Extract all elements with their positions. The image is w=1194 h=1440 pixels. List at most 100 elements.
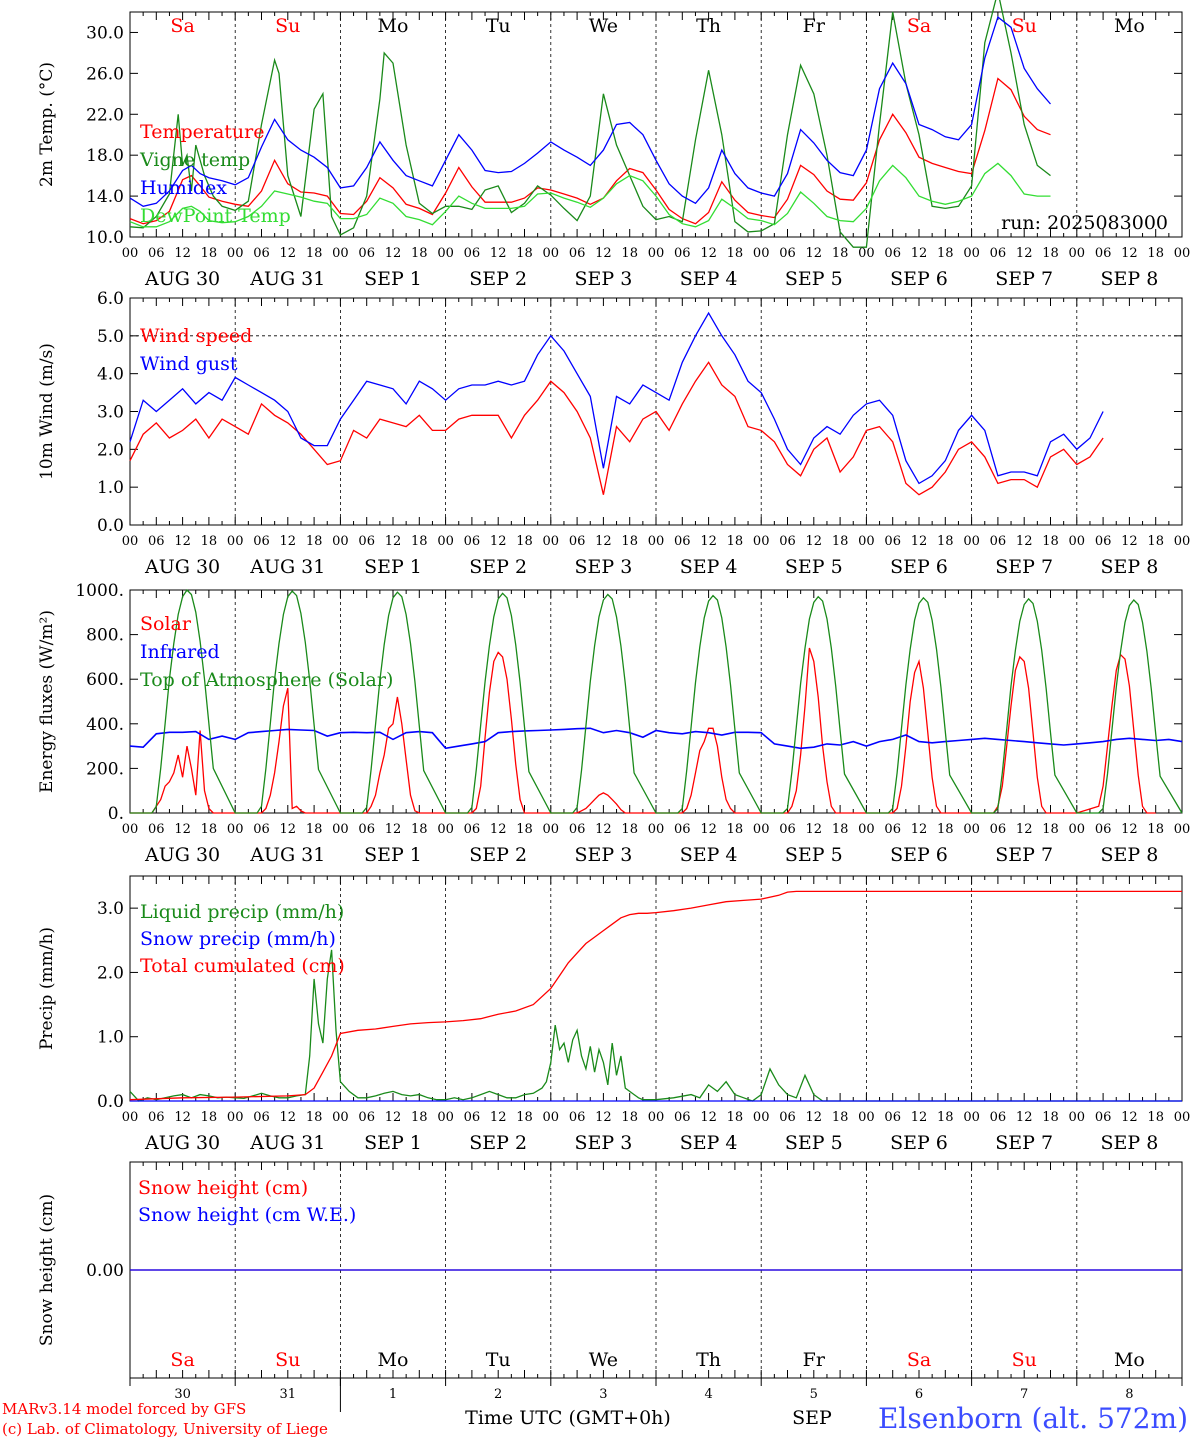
x-date-label: SEP 2 <box>469 268 527 290</box>
x-hour-label: 18 <box>201 246 218 261</box>
x-hour-label: 00 <box>122 822 139 837</box>
x-hour-label: 00 <box>1069 1110 1086 1125</box>
weekday-label-top: Th <box>696 15 721 37</box>
y-tick-label: 30.0 <box>86 23 124 43</box>
x-hour-label: 00 <box>437 1110 454 1125</box>
day-number-label: 2 <box>494 1387 502 1402</box>
weekday-label-bottom: Tu <box>486 1349 511 1371</box>
day-number-label: 30 <box>174 1387 191 1402</box>
x-hour-label: 06 <box>148 822 165 837</box>
x-hour-label: 00 <box>753 246 770 261</box>
weekday-label-top: Sa <box>170 15 194 37</box>
series-line-vigne-temp <box>129 0 1051 248</box>
x-hour-label: 06 <box>358 534 375 549</box>
x-hour-label: 12 <box>700 1110 717 1125</box>
legend-entry: Wind gust <box>140 353 238 375</box>
x-hour-label: 12 <box>806 1110 823 1125</box>
x-date-label: SEP 8 <box>1100 1132 1158 1154</box>
x-hour-label: 00 <box>963 1110 980 1125</box>
y-axis-label: Snow height (cm) <box>37 1194 57 1346</box>
y-axis-label: 2m Temp. (°C) <box>37 62 57 187</box>
x-hour-label: 12 <box>595 534 612 549</box>
x-hour-label: 00 <box>122 246 139 261</box>
x-hour-label: 18 <box>621 822 638 837</box>
x-hour-label: 06 <box>990 246 1007 261</box>
footer-model: MARv3.14 model forced by GFS <box>2 1400 246 1418</box>
x-hour-label: 00 <box>753 1110 770 1125</box>
x-hour-label: 06 <box>674 1110 691 1125</box>
x-hour-label: 12 <box>174 822 191 837</box>
x-hour-label: 18 <box>832 1110 849 1125</box>
weekday-label-top: Mo <box>1114 15 1145 37</box>
weekday-label-top: Tu <box>486 15 511 37</box>
x-hour-label: 00 <box>648 1110 665 1125</box>
x-hour-label: 00 <box>543 534 560 549</box>
x-hour-label: 12 <box>1016 246 1033 261</box>
x-date-label: SEP 5 <box>785 844 843 866</box>
x-hour-label: 12 <box>174 534 191 549</box>
y-tick-label: 0.0 <box>97 1092 124 1112</box>
x-hour-label: 06 <box>464 1110 481 1125</box>
x-hour-label: 06 <box>674 246 691 261</box>
x-hour-label: 06 <box>253 534 270 549</box>
x-hour-label: 06 <box>779 534 796 549</box>
x-date-label: SEP 7 <box>995 1132 1053 1154</box>
x-hour-label: 18 <box>727 822 744 837</box>
x-hour-label: 00 <box>963 534 980 549</box>
x-hour-label: 00 <box>753 822 770 837</box>
x-date-label: SEP 7 <box>995 556 1053 578</box>
x-hour-label: 18 <box>937 246 954 261</box>
legend-entry: Snow height (cm W.E.) <box>138 1204 356 1226</box>
x-hour-label: 18 <box>832 246 849 261</box>
x-hour-label: 00 <box>543 1110 560 1125</box>
weekday-label-top: We <box>589 15 618 37</box>
x-hour-label: 00 <box>437 822 454 837</box>
x-date-label: SEP 7 <box>995 268 1053 290</box>
day-number-label: 1 <box>389 1387 397 1402</box>
x-hour-label: 06 <box>148 1110 165 1125</box>
x-date-label: SEP 4 <box>680 844 738 866</box>
x-hour-label: 00 <box>332 822 349 837</box>
x-hour-label: 12 <box>490 534 507 549</box>
legend-entry: Vigne temp <box>139 149 250 171</box>
x-hour-label: 06 <box>464 822 481 837</box>
x-hour-label: 00 <box>858 822 875 837</box>
weekday-label-top: Su <box>1012 15 1037 37</box>
weekday-label-bottom: Sa <box>170 1349 194 1371</box>
x-hour-label: 00 <box>543 246 560 261</box>
x-hour-label: 06 <box>569 534 586 549</box>
x-hour-label: 12 <box>700 822 717 837</box>
x-hour-label: 12 <box>385 246 402 261</box>
x-hour-label: 00 <box>753 534 770 549</box>
x-date-label: SEP 3 <box>574 1132 632 1154</box>
legend-entry: Top of Atmosphere (Solar) <box>140 669 393 691</box>
x-hour-label: 00 <box>227 822 244 837</box>
legend-entry: Temperature <box>140 121 264 143</box>
x-hour-label: 12 <box>490 246 507 261</box>
x-hour-label: 12 <box>595 246 612 261</box>
y-tick-label: 2.0 <box>97 963 124 983</box>
series-line-total-cumulated-cm- <box>129 890 1182 1101</box>
weekday-label-top: Fr <box>803 15 826 37</box>
x-date-label: SEP 5 <box>785 1132 843 1154</box>
weekday-label-bottom: Th <box>696 1349 721 1371</box>
x-date-label: AUG 31 <box>249 1132 325 1154</box>
x-hour-label: 12 <box>911 822 928 837</box>
x-hour-label: 00 <box>543 822 560 837</box>
series-line-wind-gust <box>129 311 1104 485</box>
x-date-label: SEP 2 <box>469 556 527 578</box>
x-hour-label: 06 <box>358 246 375 261</box>
x-hour-label: 12 <box>700 534 717 549</box>
x-hour-label: 18 <box>1147 246 1164 261</box>
y-tick-label: 600. <box>86 670 124 690</box>
x-date-label: SEP 8 <box>1100 844 1158 866</box>
x-hour-label: 18 <box>832 822 849 837</box>
x-hour-label: 06 <box>569 822 586 837</box>
x-hour-label: 06 <box>569 1110 586 1125</box>
x-hour-label: 18 <box>1147 822 1164 837</box>
weekday-label-bottom: Mo <box>378 1349 409 1371</box>
x-hour-label: 00 <box>1174 534 1191 549</box>
x-hour-label: 18 <box>621 534 638 549</box>
legend-entry: Solar <box>140 613 192 635</box>
x-hour-label: 06 <box>674 534 691 549</box>
